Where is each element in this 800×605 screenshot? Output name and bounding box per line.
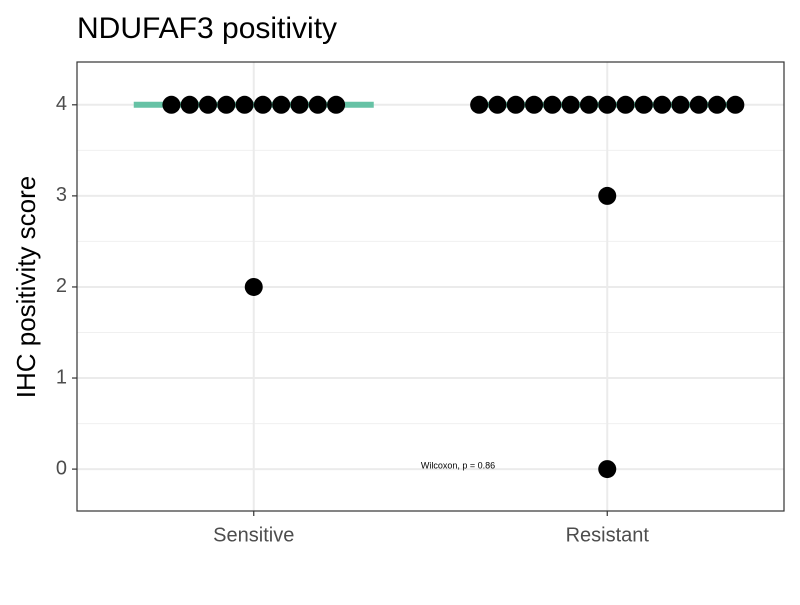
- dot: [598, 186, 617, 205]
- y-tick-label: 2: [56, 275, 67, 297]
- dot: [308, 95, 327, 114]
- dot: [543, 95, 562, 114]
- dot: [616, 95, 635, 114]
- dot: [598, 95, 617, 114]
- dot: [327, 95, 346, 114]
- dot: [470, 95, 489, 114]
- dot: [488, 95, 507, 114]
- dot: [162, 95, 181, 114]
- dot: [244, 277, 263, 296]
- dot: [199, 95, 217, 114]
- dot: [525, 95, 544, 114]
- x-tick-label: Sensitive: [213, 524, 294, 546]
- dot: [689, 95, 708, 114]
- dot: [634, 95, 653, 114]
- dot: [598, 460, 617, 479]
- dot: [290, 95, 309, 114]
- dot: [671, 95, 690, 114]
- y-tick-label: 0: [56, 457, 67, 479]
- dot: [235, 95, 254, 114]
- chart-title: NDUFAF3 positivity: [77, 12, 337, 45]
- dot: [653, 95, 672, 114]
- marks: [133, 95, 745, 479]
- dot: [217, 95, 236, 114]
- y-tick-label: 3: [56, 184, 67, 206]
- y-tick-label: 4: [56, 93, 67, 115]
- dot: [506, 95, 525, 114]
- dot: [180, 95, 199, 114]
- grid: [77, 62, 784, 511]
- dot: [579, 95, 598, 114]
- x-tick-label: Resistant: [566, 524, 650, 546]
- y-tick-label: 1: [56, 366, 67, 388]
- dot: [253, 95, 272, 114]
- dot: [561, 95, 580, 114]
- annotation: Wilcoxon, p = 0.86: [421, 460, 495, 470]
- dot: [726, 95, 745, 114]
- y-axis-label: IHC positivity score: [11, 176, 41, 399]
- dot: [272, 95, 291, 114]
- dot: [708, 95, 727, 114]
